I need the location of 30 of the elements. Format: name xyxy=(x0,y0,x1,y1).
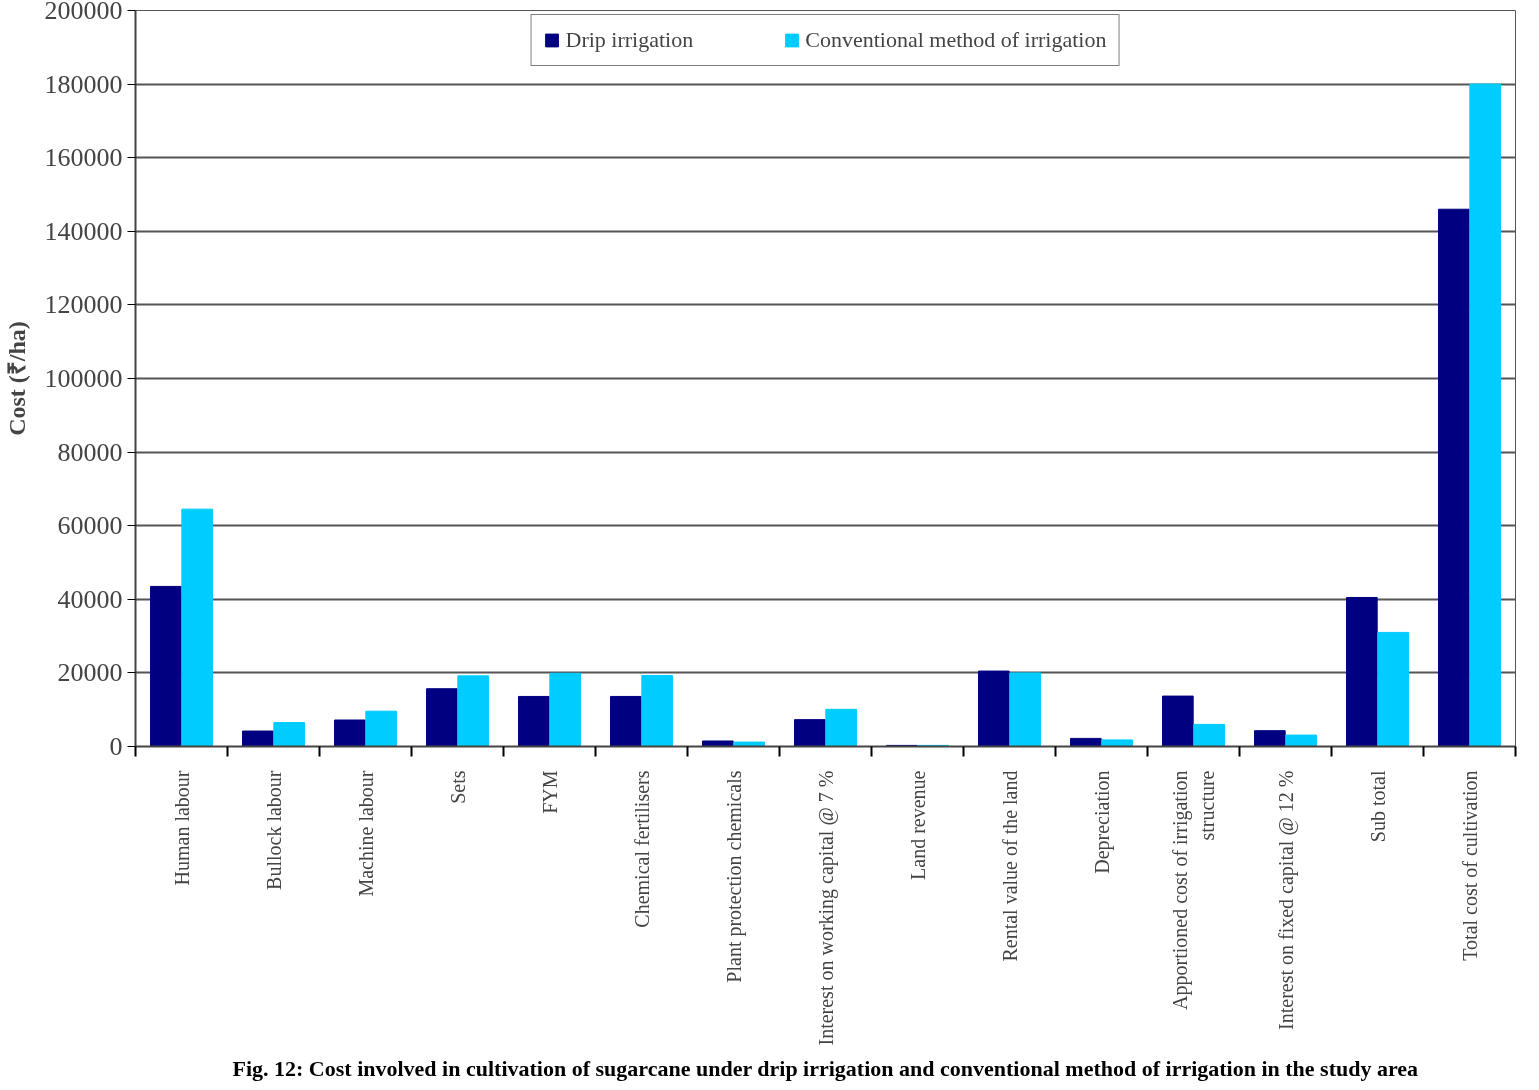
x-tick-label: Rental value of the land xyxy=(998,770,1021,962)
x-tick-label: Chemical fertilisers xyxy=(630,770,653,928)
y-tick-label: 160000 xyxy=(44,143,123,173)
x-tick-label: Sub total xyxy=(1366,770,1389,843)
x-tick-label: Apportioned cost of irrigation structure xyxy=(1169,770,1218,1010)
x-tick-label: Depreciation xyxy=(1090,770,1114,874)
y-tick-label: 140000 xyxy=(44,216,123,246)
legend-label: Conventional method of irrigation xyxy=(805,27,1107,53)
y-tick-label: 100000 xyxy=(44,364,123,393)
y-tick-label: 40000 xyxy=(57,584,123,614)
x-tick-label: FYM xyxy=(538,770,561,814)
x-tick-label: Total cost of cultivation xyxy=(1458,770,1481,961)
y-tick-label: 80000 xyxy=(57,437,123,467)
x-tick-label: Interest on fixed capital @ 12 % xyxy=(1274,770,1298,1030)
text: Fig. 12: Cost involved in cultivation of sugarcane under drip irrigation and conventional method of irrigation in the study area xyxy=(232,1055,1419,1081)
x-tick-label: Bullock labour xyxy=(262,770,285,890)
x-tick-label: Sets xyxy=(446,770,469,804)
y-tick-label: 60000 xyxy=(57,511,123,541)
y-tick-label: 20000 xyxy=(57,658,123,688)
x-tick-label: Machine labour xyxy=(354,770,377,897)
y-tick-label: 180000 xyxy=(44,69,123,99)
legend-label: Drip irrigation xyxy=(565,27,694,53)
x-tick-label: Land revenue xyxy=(906,770,929,880)
y-tick-label: 200000 xyxy=(44,0,123,25)
y-tick-label: 0 xyxy=(109,732,123,761)
y-axis-title: Cost (₹/ha) xyxy=(3,321,30,436)
y-tick-label: 120000 xyxy=(44,290,123,320)
x-tick-label: Interest on working capital @ 7 % xyxy=(814,770,838,1046)
x-tick-label: Plant protection chemicals xyxy=(722,770,746,983)
x-tick-label: Human labour xyxy=(170,770,193,886)
